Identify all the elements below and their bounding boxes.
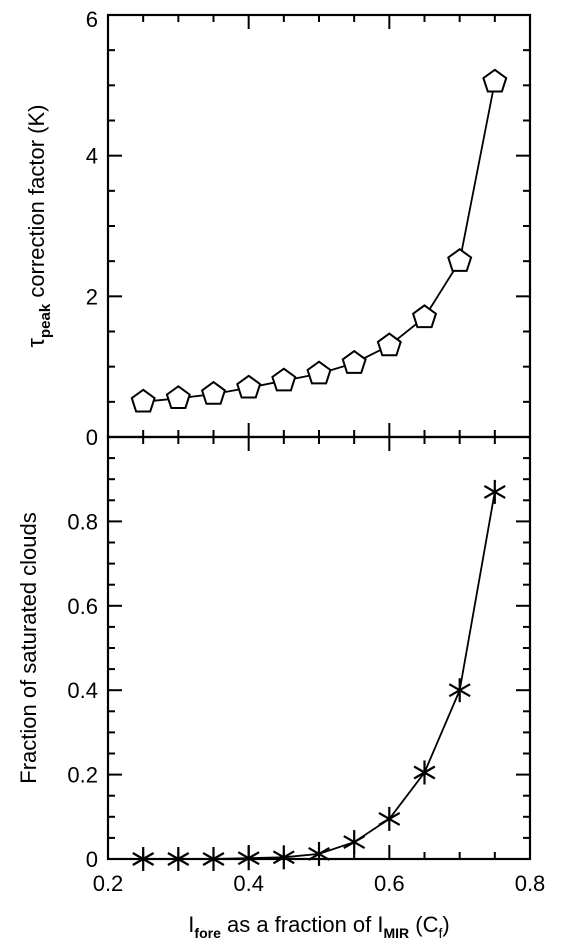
data-point-pentagon xyxy=(447,247,473,272)
xlabel-sub2: MIR xyxy=(384,925,410,941)
star-stroke xyxy=(343,835,366,850)
x-tick-label: 0.2 xyxy=(93,871,124,896)
xlabel-mid: as a fraction of I xyxy=(221,912,384,937)
top-series-markers xyxy=(130,68,508,413)
data-point-pentagon xyxy=(200,380,227,405)
star-stroke xyxy=(237,851,260,866)
y-tick-label: 0 xyxy=(86,847,98,872)
y-tick-label: 0.2 xyxy=(67,763,98,788)
data-point-pentagon xyxy=(236,374,262,399)
top-panel: 0 2 4 6 τpeak correction factor (K) xyxy=(23,7,532,450)
star-stroke xyxy=(272,850,295,865)
x-tick-label: 0.4 xyxy=(233,871,264,896)
y-tick-label: 0.4 xyxy=(67,678,98,703)
bottom-y-axis-title: Fraction of saturated clouds xyxy=(16,512,41,783)
xlabel-sub1: fore xyxy=(194,925,221,941)
y-tick-label: 2 xyxy=(86,284,98,309)
bottom-ticks xyxy=(107,436,531,860)
bottom-series-line xyxy=(143,491,496,860)
star-stroke xyxy=(413,765,436,780)
data-point-pentagon xyxy=(482,68,508,93)
data-point-star xyxy=(237,846,260,871)
y-tick-label: 4 xyxy=(86,144,98,169)
data-point-pentagon xyxy=(306,360,332,385)
top-y-tick-labels: 0 2 4 6 xyxy=(86,7,98,450)
star-stroke xyxy=(483,484,506,499)
data-point-pentagon xyxy=(271,367,297,392)
y-tick-label: 0.8 xyxy=(67,509,98,534)
data-point-star xyxy=(378,806,401,831)
top-ylabel-sub: peak xyxy=(37,303,54,338)
data-point-pentagon xyxy=(411,304,438,329)
star-stroke xyxy=(308,846,330,861)
x-axis-title: Ifore as a fraction of IMIR (Cf) xyxy=(188,912,449,941)
bottom-series-markers xyxy=(132,479,506,871)
xlabel-main1: I xyxy=(188,912,194,937)
xlabel-end2: ) xyxy=(442,912,449,937)
star-stroke xyxy=(202,852,225,866)
data-point-star xyxy=(343,830,366,855)
top-ticks xyxy=(107,14,531,438)
data-point-star xyxy=(272,845,295,870)
x-tick-labels: 0.2 0.4 0.6 0.8 xyxy=(93,871,546,896)
top-ylabel-rest: correction factor (K) xyxy=(24,105,49,304)
top-y-axis-title: τpeak correction factor (K) xyxy=(23,105,54,348)
star-stroke xyxy=(132,852,155,866)
bottom-panel: 00.20.40.60.8 0.2 0.4 0.6 0.8 Fraction of s… xyxy=(16,435,546,941)
data-point-star xyxy=(308,841,330,866)
star-stroke xyxy=(378,811,401,826)
xlabel-sub3: f xyxy=(439,925,443,941)
y-tick-label: 0.6 xyxy=(67,594,98,619)
bottom-y-tick-labels: 0 0.2 0.4 0.6 0.8 xyxy=(67,509,98,872)
data-point-star xyxy=(413,760,436,785)
x-tick-label: 0.6 xyxy=(374,871,405,896)
data-point-pentagon xyxy=(165,385,191,409)
data-point-star xyxy=(167,847,190,871)
data-point-star xyxy=(448,678,471,703)
data-point-pentagon xyxy=(376,332,402,357)
y-tick-label: 6 xyxy=(86,7,98,32)
data-point-star xyxy=(132,847,155,871)
star-stroke xyxy=(448,683,471,698)
x-tick-label: 0.8 xyxy=(515,871,546,896)
data-point-star xyxy=(202,847,225,871)
top-series-line xyxy=(143,81,496,403)
xlabel-end1: (C xyxy=(409,912,438,937)
data-point-pentagon xyxy=(341,349,367,374)
data-point-pentagon xyxy=(130,388,156,413)
y-tick-label: 0 xyxy=(86,425,98,450)
top-ylabel-main: τ xyxy=(23,337,50,347)
star-stroke xyxy=(167,852,190,866)
data-point-star xyxy=(483,479,506,504)
